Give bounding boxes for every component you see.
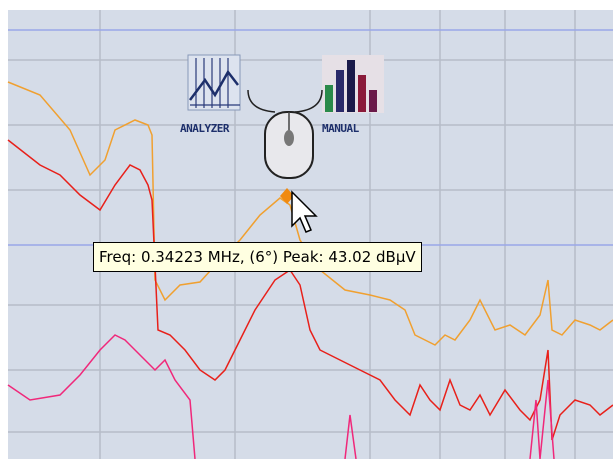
- manual-icon[interactable]: MANUAL: [322, 55, 384, 135]
- icon-bar: [358, 75, 366, 112]
- trace-pink-segment: [344, 414, 357, 459]
- analyzer-label: ANALYZER: [180, 122, 230, 135]
- cursor: [291, 190, 318, 233]
- icon-curve: [189, 69, 239, 101]
- mouse-wheel: [284, 130, 294, 146]
- trace-pink-segment: [529, 379, 555, 459]
- analyzer-icon[interactable]: ANALYZER: [180, 54, 241, 135]
- trace-orange: [7, 81, 613, 346]
- icon-bar: [336, 70, 344, 112]
- mouse-icon: [247, 89, 323, 179]
- icon-frame: [187, 54, 241, 111]
- tooltip: Freq: 0.34223 MHz, (6°) Peak: 43.02 dBµV: [93, 242, 422, 272]
- trace-red: [7, 139, 613, 441]
- trace-pink: [7, 334, 196, 459]
- marker: [280, 188, 294, 204]
- icon-bar: [347, 60, 355, 112]
- icon-bar: [325, 85, 333, 112]
- plot-background: [8, 10, 613, 459]
- icon-bar: [369, 90, 377, 112]
- manual-label: MANUAL: [322, 122, 360, 135]
- mouse-cable: [247, 89, 323, 113]
